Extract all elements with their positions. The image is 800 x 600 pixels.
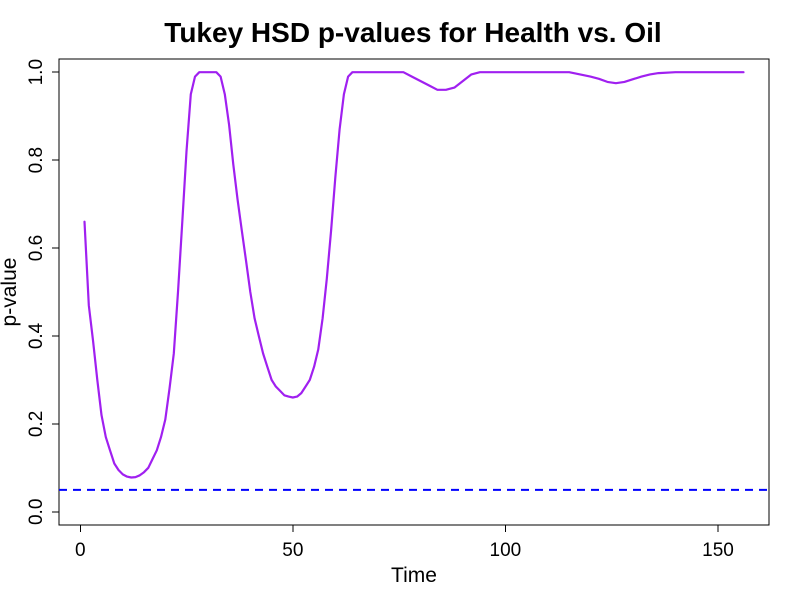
y-axis-label: p-value <box>0 258 21 327</box>
x-tick-label: 150 <box>702 540 734 561</box>
chart-title: Tukey HSD p-values for Health vs. Oil <box>164 17 661 48</box>
x-axis: 0 50 100 150 <box>75 524 734 561</box>
x-tick-label: 50 <box>282 540 303 561</box>
y-tick-label: 0.2 <box>26 411 47 437</box>
p-value-line <box>83 71 745 479</box>
y-tick-label: 0.8 <box>26 147 47 173</box>
x-axis-label: Time <box>391 564 437 587</box>
x-tick-label: 100 <box>490 540 522 561</box>
plot-frame <box>58 58 770 526</box>
y-tick-label: 0.4 <box>26 322 47 349</box>
series-layer <box>59 71 769 491</box>
y-tick-label: 0.0 <box>26 499 47 525</box>
y-axis: 0.0 0.2 0.4 0.6 0.8 1.0 <box>26 59 60 525</box>
y-tick-label: 0.6 <box>26 235 47 261</box>
y-tick-label: 1.0 <box>26 59 47 85</box>
x-tick-label: 0 <box>75 540 86 561</box>
